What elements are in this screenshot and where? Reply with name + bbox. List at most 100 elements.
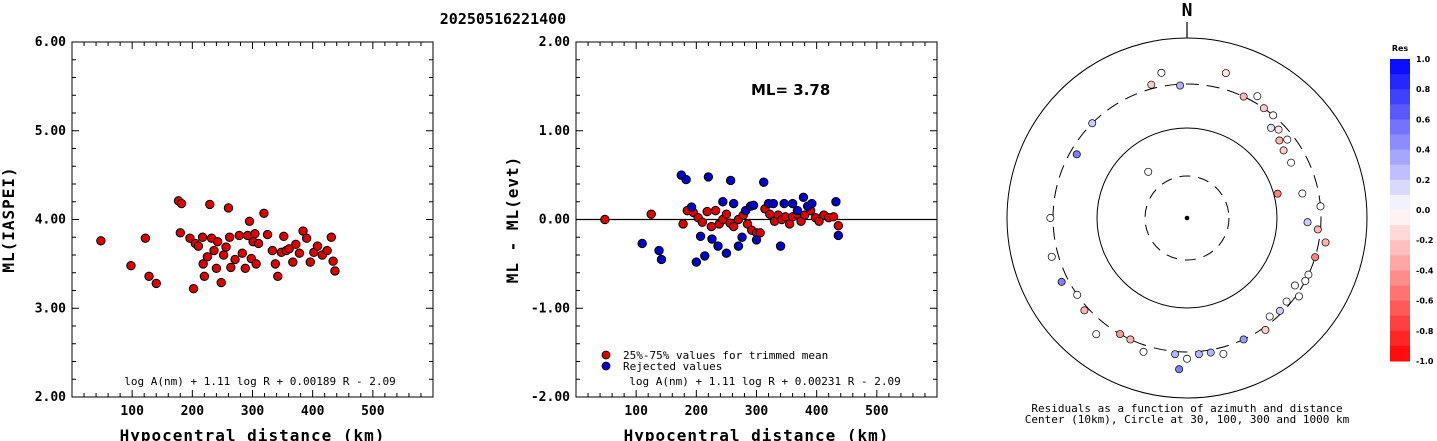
station-marker <box>1253 92 1262 101</box>
data-point <box>301 233 312 243</box>
data-point <box>710 205 721 216</box>
x-tick-label: 300 <box>241 404 265 419</box>
rejected-point <box>656 254 667 265</box>
station-marker <box>1298 189 1307 198</box>
data-point <box>646 209 656 219</box>
residual-distance-plot: 100 200 300 400 500 -2.00 -1.00 0.00 1.00 2.00 Hyp… <box>503 35 938 441</box>
station-marker <box>1057 277 1066 286</box>
x-tick-label: 500 <box>865 404 889 419</box>
colorbar-band <box>1390 59 1410 75</box>
rejected-point <box>737 232 747 242</box>
rejected-point <box>831 197 841 207</box>
station-marker <box>1313 225 1322 234</box>
x-tick-label: 500 <box>361 404 385 419</box>
rejected-point <box>751 235 762 245</box>
data-point <box>312 241 323 251</box>
data-point <box>322 245 332 256</box>
figure-title: 20250516221400 <box>440 10 566 28</box>
data-point <box>267 245 278 256</box>
legend-label: Rejected values <box>623 360 722 373</box>
formula-text: log A(nm) + 1.11 log R + 0.00189 R - 2.0… <box>124 375 396 388</box>
station-marker <box>1275 306 1284 315</box>
map-caption-line1: Residuals as a function of azimuth and d… <box>1031 402 1342 415</box>
station-marker <box>1301 276 1310 285</box>
data-point <box>330 266 340 276</box>
colorbar-title: Res <box>1392 44 1409 53</box>
rejected-point <box>759 177 769 187</box>
y-tick-label: 4.00 <box>35 213 66 228</box>
station-marker <box>1047 252 1056 261</box>
colorbar-band <box>1390 149 1410 166</box>
station-marker <box>1144 167 1153 176</box>
data-point <box>226 262 236 273</box>
data-point <box>234 230 244 241</box>
rejected-point <box>798 192 809 203</box>
station-marker <box>1303 218 1312 227</box>
data-point <box>259 208 269 218</box>
rejected-point <box>695 231 706 242</box>
y-tick-label: -1.00 <box>531 301 570 316</box>
colorbar-label: -0.8 <box>1416 327 1434 336</box>
y-tick-label: 6.00 <box>35 35 66 50</box>
data-point <box>209 245 219 256</box>
data-point <box>279 231 289 242</box>
range-circle-1000km <box>1006 37 1368 399</box>
data-point <box>202 252 213 262</box>
y-tick-label: 2.00 <box>35 390 66 405</box>
x-axis-label: Hypocentral distance (km) <box>624 426 890 441</box>
rejected-point <box>807 198 817 209</box>
data-point <box>197 232 208 242</box>
station-marker <box>1239 92 1248 101</box>
colorbar-band <box>1390 270 1410 286</box>
data-point <box>328 256 338 266</box>
station-marker <box>1126 335 1135 344</box>
colorbar-band <box>1390 194 1410 211</box>
data-point <box>224 232 235 242</box>
data-point <box>288 257 298 267</box>
data-point <box>211 263 222 274</box>
data-point <box>126 260 136 271</box>
colorbar-label: 0.2 <box>1416 176 1430 185</box>
colorbar-label: -0.2 <box>1416 236 1434 245</box>
colorbar-band <box>1390 74 1410 90</box>
data-point <box>305 257 315 267</box>
station-marker <box>1171 350 1180 359</box>
data-point <box>600 214 610 225</box>
colorbar-band <box>1390 179 1410 196</box>
azimuth-residual-map: N Residuals as a function of azimuth and … <box>1006 0 1368 426</box>
station-marker <box>1073 290 1082 299</box>
colorbar-band <box>1390 330 1410 347</box>
data-point <box>175 228 186 238</box>
station-marker <box>1072 150 1081 159</box>
colorbar-band <box>1390 104 1410 120</box>
colorbar-label: -1.0 <box>1416 357 1434 366</box>
colorbar-band <box>1390 240 1410 256</box>
y-tick-label: 3.00 <box>35 301 66 316</box>
rejected-point <box>787 198 798 209</box>
data-point <box>284 244 294 254</box>
station-marker <box>1221 69 1230 77</box>
colorbar-label: -0.6 <box>1416 297 1434 306</box>
epicenter-marker <box>1184 215 1190 221</box>
station-marker <box>1274 125 1283 134</box>
rejected-point <box>637 238 647 249</box>
rejected-point <box>686 202 697 212</box>
data-point <box>96 236 106 246</box>
data-point <box>223 203 234 213</box>
x-tick-label: 100 <box>624 404 648 419</box>
station-marker <box>1175 365 1184 374</box>
station-marker <box>1282 297 1291 306</box>
data-point <box>212 236 223 247</box>
data-point <box>253 238 264 249</box>
station-marker <box>1147 80 1156 89</box>
data-point <box>151 278 161 289</box>
rejected-point <box>733 241 744 251</box>
station-marker <box>1269 111 1278 120</box>
station-marker <box>1092 330 1101 339</box>
y-tick-label: 2.00 <box>539 35 570 50</box>
y-tick-label: 0.00 <box>539 213 570 228</box>
data-point <box>833 221 844 231</box>
station-marker <box>1194 350 1203 359</box>
station-marker <box>1265 312 1274 321</box>
rejected-point <box>654 245 664 256</box>
